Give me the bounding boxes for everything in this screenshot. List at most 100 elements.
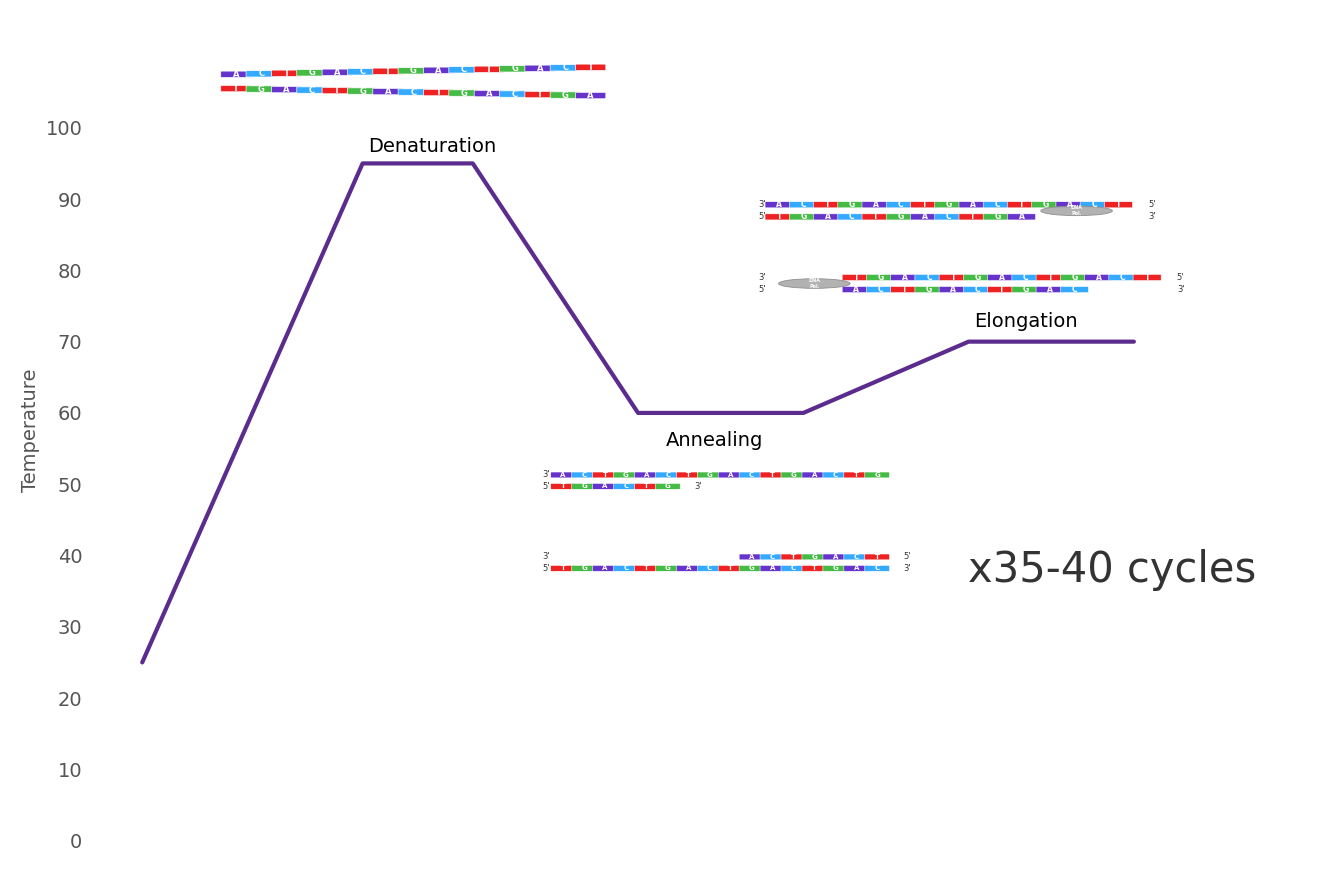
FancyBboxPatch shape (246, 71, 276, 77)
Text: DNA
Pol.: DNA Pol. (1071, 205, 1082, 217)
Text: C: C (994, 200, 1001, 210)
Text: T: T (776, 212, 781, 222)
Text: G: G (874, 472, 880, 478)
FancyBboxPatch shape (322, 69, 352, 75)
Text: A: A (748, 554, 754, 560)
Text: G: G (1043, 200, 1049, 210)
FancyBboxPatch shape (739, 566, 764, 571)
Text: G: G (623, 472, 628, 478)
Text: T: T (874, 212, 879, 222)
FancyBboxPatch shape (718, 472, 743, 478)
Text: T: T (825, 200, 830, 210)
FancyBboxPatch shape (220, 86, 251, 92)
Text: T: T (602, 472, 607, 478)
FancyBboxPatch shape (347, 88, 378, 94)
Text: C: C (1121, 273, 1126, 282)
Text: C: C (582, 472, 586, 478)
FancyBboxPatch shape (939, 274, 968, 280)
Text: A: A (902, 273, 908, 282)
Text: x35-40 cycles: x35-40 cycles (968, 549, 1255, 591)
Text: A: A (950, 285, 956, 294)
Text: A: A (537, 64, 544, 72)
FancyBboxPatch shape (246, 86, 276, 93)
Text: 5': 5' (759, 212, 766, 222)
Text: Elongation: Elongation (974, 312, 1077, 331)
Text: A: A (644, 472, 649, 478)
Text: 5': 5' (1148, 200, 1156, 210)
Text: C: C (974, 285, 981, 294)
Text: G: G (562, 91, 569, 100)
Text: A: A (1019, 212, 1024, 222)
FancyBboxPatch shape (572, 472, 597, 478)
Text: 3': 3' (543, 471, 550, 479)
FancyBboxPatch shape (803, 472, 826, 478)
Text: A: A (873, 200, 879, 210)
Text: C: C (946, 212, 952, 222)
Text: T: T (921, 200, 927, 210)
FancyBboxPatch shape (958, 202, 987, 208)
Text: A: A (921, 212, 928, 222)
FancyBboxPatch shape (766, 202, 793, 208)
Text: C: C (833, 472, 838, 478)
FancyBboxPatch shape (964, 286, 991, 292)
Text: G: G (1023, 285, 1030, 294)
FancyBboxPatch shape (676, 566, 701, 571)
FancyBboxPatch shape (614, 484, 639, 489)
Text: A: A (284, 85, 290, 94)
Text: 3': 3' (758, 200, 766, 210)
Text: C: C (927, 273, 932, 282)
Text: A: A (825, 212, 830, 222)
Text: 3': 3' (758, 273, 766, 282)
Text: A: A (587, 91, 594, 100)
Text: C: C (878, 285, 883, 294)
FancyBboxPatch shape (550, 472, 576, 478)
Text: T: T (770, 472, 775, 478)
Text: T: T (644, 566, 649, 571)
Text: T: T (729, 566, 733, 571)
Text: C: C (800, 200, 807, 210)
Text: G: G (706, 472, 713, 478)
FancyBboxPatch shape (656, 472, 680, 478)
FancyBboxPatch shape (866, 274, 895, 280)
FancyBboxPatch shape (550, 65, 581, 71)
FancyBboxPatch shape (935, 214, 962, 220)
FancyBboxPatch shape (865, 554, 890, 560)
FancyBboxPatch shape (891, 286, 919, 292)
Text: C: C (708, 566, 713, 571)
FancyBboxPatch shape (911, 202, 939, 208)
FancyBboxPatch shape (760, 566, 785, 571)
FancyBboxPatch shape (813, 202, 842, 208)
FancyBboxPatch shape (550, 92, 581, 99)
FancyBboxPatch shape (322, 87, 352, 93)
Text: C: C (748, 472, 754, 478)
FancyBboxPatch shape (424, 89, 454, 96)
Text: T: T (1048, 273, 1053, 282)
FancyBboxPatch shape (614, 472, 639, 478)
FancyBboxPatch shape (862, 214, 890, 220)
FancyBboxPatch shape (1060, 286, 1089, 292)
Text: C: C (512, 90, 517, 99)
FancyBboxPatch shape (614, 566, 639, 571)
Text: A: A (970, 200, 975, 210)
Text: A: A (999, 273, 1005, 282)
FancyBboxPatch shape (593, 566, 618, 571)
FancyBboxPatch shape (1105, 202, 1133, 208)
FancyBboxPatch shape (635, 566, 659, 571)
Text: C: C (623, 484, 628, 490)
FancyBboxPatch shape (525, 65, 556, 72)
FancyBboxPatch shape (1032, 202, 1060, 208)
FancyBboxPatch shape (987, 286, 1015, 292)
FancyBboxPatch shape (297, 70, 327, 76)
FancyBboxPatch shape (1012, 286, 1040, 292)
FancyBboxPatch shape (635, 484, 659, 489)
FancyBboxPatch shape (272, 70, 302, 77)
Text: 3': 3' (1177, 285, 1184, 294)
FancyBboxPatch shape (697, 566, 722, 571)
FancyBboxPatch shape (372, 68, 403, 74)
Text: A: A (1067, 200, 1073, 210)
FancyBboxPatch shape (1109, 274, 1137, 280)
Text: T: T (232, 84, 239, 93)
Text: A: A (561, 472, 566, 478)
FancyBboxPatch shape (1085, 274, 1113, 280)
FancyBboxPatch shape (987, 274, 1015, 280)
